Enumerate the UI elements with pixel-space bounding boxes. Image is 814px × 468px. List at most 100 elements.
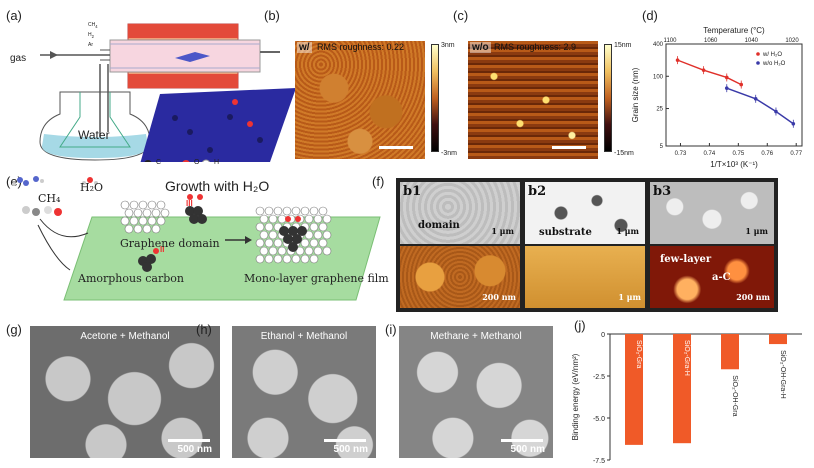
chart-d-frame [665,43,803,147]
h2-label: H2 [88,32,94,39]
oxygen-attack-cluster [185,194,207,224]
afm-b-cbar-bottom: -3nm [441,150,457,157]
chart-j-category-label: SiO₂-OH-Gra-H [779,350,786,399]
sem-h-scalebar [324,439,366,442]
roman-three: III [186,199,193,208]
tile-b1-label: b1 [403,184,422,199]
afm-c-colorbar [604,44,612,152]
panel-a-label: (a) [6,8,22,23]
flask [39,91,151,161]
afm-b-cbar-top: 3nm [441,42,455,49]
b1-afm-scale: 200 nm [482,292,516,302]
furnace-bottom [128,74,238,88]
chart-d-top-tick: 1040 [745,38,759,44]
panel-g-label: (g) [6,322,22,337]
legend-c-label: C [156,159,162,166]
sem-methane-methanol: Methane + Methanol 500 nm [399,326,553,458]
sem-acetone-methanol: Acetone + Methanol 500 nm [30,326,220,458]
chart-d-legend-label: w/o H₂O [762,61,786,67]
legend-h-label: H [214,159,220,166]
cvd-setup-diagram [39,23,296,162]
panel-c-label: (c) [453,8,469,23]
panel-j-label: (j) [574,318,586,333]
panel-b-label: (b) [264,8,280,23]
chart-j-category-label: SiO₂-Gra [635,340,642,368]
gas-label: gas [10,53,27,64]
legend-o-label: O [194,159,200,166]
chart-d-xlabel: 1/T×10³ (K⁻¹) [710,160,758,169]
chart-j-y-tick: -2.5 [593,374,605,381]
chart-d-top-tick: 1100 [664,38,678,44]
b3-afm-scale: 200 nm [736,292,770,302]
sem-ethanol-methanol: Ethanol + Methanol 500 nm [232,326,376,458]
afm-image-with-water: w/ RMS roughness: 0.22 [295,41,425,159]
panel-h-label: (h) [196,322,212,337]
sem-g-caption: Acetone + Methanol [80,331,170,342]
ch4-label: CH4 [88,22,98,29]
chart-d-y-tick: 100 [653,74,664,80]
chart-d-series-line [726,87,794,125]
chart-d-x-tick: 0.76 [761,151,773,157]
chart-j-bar [625,334,643,445]
furnace-top [128,24,238,38]
sem-i-caption: Methane + Methanol [430,331,522,342]
chart-d-point [791,121,796,126]
substrate-label: substrate [539,227,592,238]
growth-title: Growth with H₂O [165,178,270,194]
afm-c-tag: w/o [470,42,491,53]
chart-d-y-tick: 5 [660,144,664,150]
chart-d-point [724,75,729,80]
panel-f-label: (f) [372,174,385,189]
chart-j-ylabel: Binding energy (eV/nm²) [571,353,580,440]
graphene-lattice [140,88,296,162]
roman-two: II [160,245,165,254]
sem-i-scale: 500 nm [510,444,545,455]
chart-j-y-tick: 0 [601,332,605,339]
chart-d-y-tick: 25 [656,107,663,113]
sem-g-scalebar [168,439,210,442]
afm-b-tag: w/ [297,42,312,53]
afm-c-cbar-top: 15nm [614,42,632,49]
chart-d-point [774,109,778,114]
b2-scale-label: 1 μm [616,226,639,236]
chart-j-category-label: SiO₂-OH-Gra [731,375,738,416]
chart-d-ylabel: Grain size (nm) [631,67,640,122]
water-molecules [82,177,98,185]
chart-d-x-tick: 0.75 [732,151,744,157]
chart-d-x-tick: 0.77 [790,151,802,157]
chart-d-top-axis-title: Temperature (°C) [703,26,765,35]
afm-b-rms: RMS roughness: 0.22 [317,42,405,52]
sem-g-scale: 500 nm [177,444,212,455]
chart-d-legend-label: w/ H₂O [762,52,782,58]
sem-h-caption: Ethanol + Methanol [260,331,348,342]
afm-c-cbar-bottom: -15nm [614,150,634,157]
tile-b2-sem: b2 substrate 1 μm [525,182,645,244]
amorphous-cluster [138,248,159,272]
chart-j-y-tick: -5.0 [593,416,605,423]
legend-h-dot [201,159,211,162]
chart-j-bar [721,334,739,370]
chart-d-point [753,96,758,101]
b3-scale-label: 1 μm [745,226,768,236]
chart-d-legend-marker [756,52,760,56]
chart-j-category-label: SiO₂-Gra-H [683,340,690,376]
tile-b1-afm: 200 nm [400,246,520,308]
methane-molecules [12,176,44,186]
growth-schematic [12,176,381,301]
chart-j-bar [769,334,787,345]
chart-d-y-tick: 400 [653,42,664,48]
panel-f-frame: b1 domain 1 μm b2 substrate 1 μm b3 1 μm… [396,178,778,312]
dark-island [279,226,307,252]
water-fill [42,134,148,158]
ac-label: a-C [712,272,731,283]
afm-c-rms: RMS roughness: 2.9 [494,42,577,52]
b1-scale-label: 1 μm [491,226,514,236]
chart-d-x-tick: 0.74 [704,151,716,157]
substrate-piece [175,52,210,62]
afm-image-without-water: w/o RMS roughness: 2.9 [468,41,598,159]
graphene-domain-label: Graphene domain [120,237,220,250]
afm-b-colorbar [431,44,439,152]
chart-d-x-tick: 0.73 [675,151,687,157]
chart-d-point [724,86,729,90]
panel-i-label: (i) [385,322,397,337]
